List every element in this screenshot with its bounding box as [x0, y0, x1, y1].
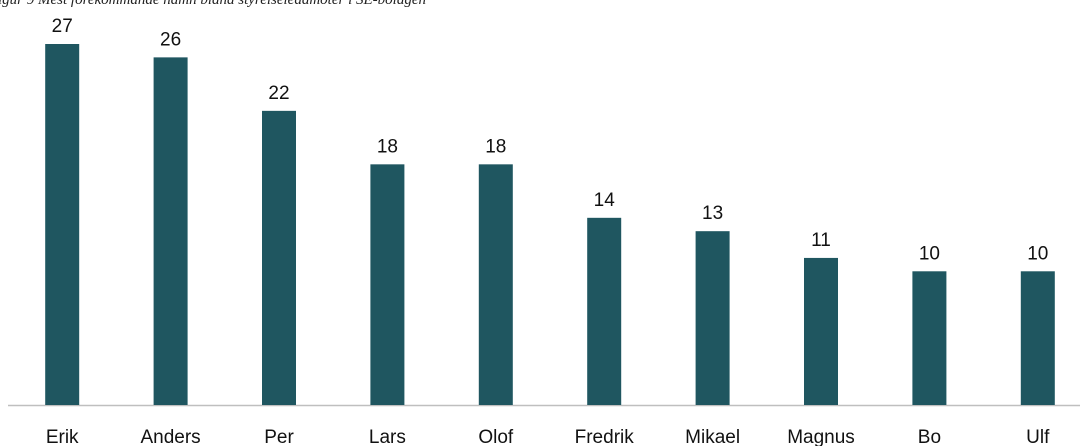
x-tick-label: Magnus [787, 427, 855, 446]
x-tick-label: Anders [140, 427, 200, 446]
bar [695, 231, 730, 405]
x-tick-label: Ulf [1026, 427, 1050, 446]
x-tick-label: Olof [478, 427, 514, 446]
bar [587, 217, 622, 405]
bar [153, 57, 188, 406]
x-tick-label: Lars [369, 427, 406, 446]
bar [370, 164, 405, 405]
bar [804, 257, 838, 405]
x-tick-label: Fredrik [575, 427, 635, 446]
x-tick-label: Bo [918, 427, 941, 446]
data-label: 26 [160, 29, 181, 50]
bar [912, 271, 947, 405]
x-tick-label: Per [264, 427, 294, 446]
data-label: 10 [919, 243, 940, 264]
data-label: 27 [52, 16, 73, 37]
bar [45, 44, 80, 405]
data-label: 13 [702, 203, 723, 224]
chart-title: igur 9 Mest förekommande namn bland styr… [0, 0, 426, 8]
data-label: 18 [377, 136, 398, 157]
data-label: 22 [268, 83, 289, 104]
data-label: 10 [1027, 243, 1048, 264]
bar [478, 164, 513, 405]
bar [1020, 271, 1055, 405]
data-label: 18 [485, 136, 506, 157]
x-tick-label: Mikael [685, 427, 740, 446]
data-label: 14 [594, 190, 616, 211]
bar [262, 110, 296, 405]
data-label: 11 [811, 230, 831, 251]
x-tick-label: Erik [46, 427, 79, 446]
